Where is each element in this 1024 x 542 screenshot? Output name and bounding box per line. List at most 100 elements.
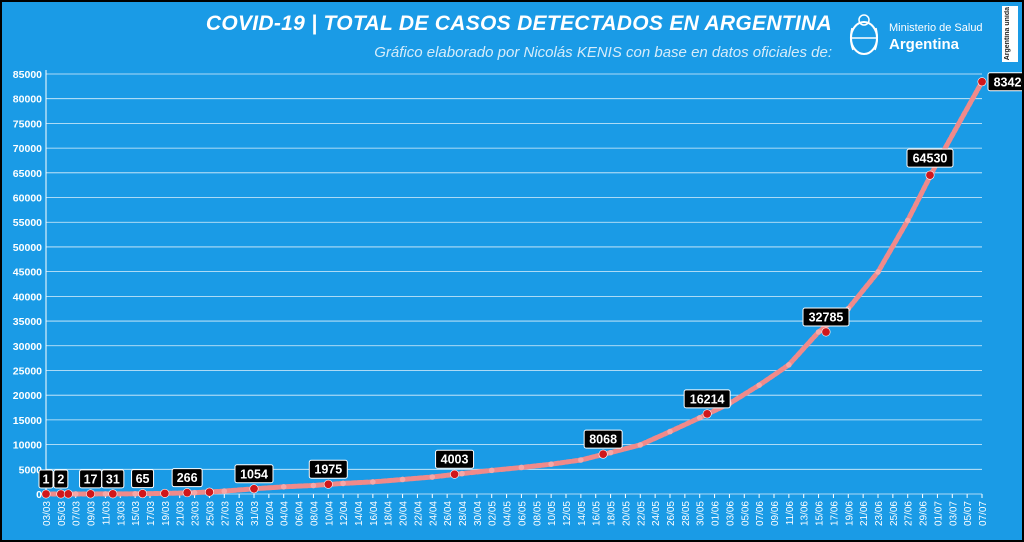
series-point (132, 490, 138, 497)
y-tick-label: 15000 (13, 415, 42, 427)
data-label-box (131, 469, 155, 489)
data-label-text: 83426 (994, 75, 1022, 89)
data-label-box (583, 429, 623, 449)
data-label-text: 1975 (314, 463, 342, 477)
x-tick-label: 09/03 (87, 501, 98, 526)
x-tick-label: 09/06 (770, 501, 781, 526)
x-tick-label: 01/06 (711, 501, 722, 526)
highlight-point (86, 489, 96, 499)
x-tick-label: 19/06 (844, 501, 855, 526)
data-label-box (802, 307, 850, 327)
y-tick-label: 60000 (13, 193, 42, 205)
data-label: 266 (171, 468, 203, 488)
series-point (667, 428, 673, 435)
series-point (756, 382, 762, 388)
x-tick-label: 18/04 (384, 501, 395, 526)
data-label: 17 (79, 469, 103, 489)
x-tick-label: 05/03 (57, 501, 68, 526)
data-label-text: 31 (106, 472, 120, 486)
x-tick-label: 07/03 (72, 501, 83, 526)
x-tick-label: 15/06 (815, 501, 826, 526)
x-tick-label: 23/03 (191, 501, 202, 526)
y-tick-label: 75000 (13, 118, 42, 130)
x-tick-label: 14/04 (354, 501, 365, 526)
x-tick-label: 15/03 (131, 501, 142, 526)
data-label: 1054 (234, 464, 274, 484)
y-tick-label: 45000 (13, 267, 42, 279)
data-label: 4003 (435, 449, 475, 469)
y-tick-label: 55000 (13, 217, 42, 229)
x-tick-label: 04/05 (503, 501, 514, 526)
data-label: 83426 (987, 72, 1022, 92)
y-tick-label: 70000 (13, 143, 42, 155)
data-label: 31 (101, 469, 125, 489)
series-point (637, 442, 644, 448)
highlight-point (702, 409, 712, 419)
data-label: 2 (53, 469, 69, 489)
x-tick-label: 05/07 (963, 501, 974, 526)
data-label: 1 (38, 469, 54, 489)
ministry-logo: Ministerio de Salud Argentina (847, 12, 997, 62)
x-tick-label: 05/06 (740, 501, 751, 526)
x-tick-label: 04/04 (280, 501, 291, 526)
highlight-point (821, 327, 831, 337)
data-label-text: 4003 (441, 453, 469, 467)
highlight-point (323, 479, 333, 489)
x-tick-label: 22/05 (636, 501, 647, 526)
x-tick-label: 11/06 (785, 501, 796, 526)
data-label-box (234, 464, 274, 484)
series-point (429, 474, 436, 480)
series-point (607, 449, 614, 456)
data-label-box (435, 449, 475, 469)
x-tick-label: 25/03 (205, 501, 216, 526)
data-label-box (683, 389, 731, 409)
series-point (488, 467, 495, 474)
series-point (875, 269, 881, 275)
highlight-point (204, 487, 214, 497)
x-tick-label: 11/03 (101, 501, 112, 526)
x-tick-label: 03/07 (948, 501, 959, 526)
data-label: 8068 (583, 429, 623, 449)
y-tick-label: 50000 (13, 242, 42, 254)
x-tick-label: 24/05 (651, 501, 662, 526)
logo-line-1: Ministerio de Salud (889, 22, 983, 34)
data-label-text: 1 (43, 472, 50, 486)
x-tick-label: 06/04 (295, 501, 306, 526)
x-tick-label: 01/07 (933, 501, 944, 526)
series-point (221, 488, 228, 494)
x-tick-label: 21/03 (176, 501, 187, 526)
y-tick-label: 20000 (13, 390, 42, 402)
x-tick-label: 17/06 (829, 501, 840, 526)
x-tick-label: 20/04 (399, 501, 410, 526)
x-tick-label: 10/04 (324, 501, 335, 526)
highlight-point (249, 484, 259, 494)
x-tick-label: 10/05 (547, 501, 558, 526)
series-point (815, 329, 822, 335)
x-tick-label: 08/05 (532, 501, 543, 526)
x-tick-label: 26/05 (666, 501, 677, 526)
series-point (786, 362, 792, 368)
data-label-box (38, 469, 54, 489)
highlight-point (108, 489, 118, 499)
series-point (904, 217, 911, 224)
y-tick-label: 5000 (19, 464, 43, 476)
data-label-text: 65 (136, 472, 150, 486)
highlight-point (138, 489, 148, 499)
x-tick-label: 28/04 (458, 501, 469, 526)
data-label: 64530 (906, 148, 954, 168)
data-label-box (308, 459, 348, 479)
series-point (578, 457, 584, 463)
x-tick-label: 13/06 (800, 501, 811, 526)
x-tick-label: 29/06 (919, 501, 930, 526)
x-tick-label: 25/06 (889, 501, 900, 526)
series-point (399, 476, 406, 483)
x-tick-label: 03/06 (725, 501, 736, 526)
x-tick-label: 12/04 (339, 501, 350, 526)
x-tick-label: 31/03 (250, 501, 261, 526)
series-point (280, 484, 287, 490)
x-tick-label: 16/04 (369, 501, 380, 526)
series-point (340, 480, 346, 487)
x-tick-label: 02/05 (488, 501, 499, 526)
series-point (459, 470, 465, 477)
